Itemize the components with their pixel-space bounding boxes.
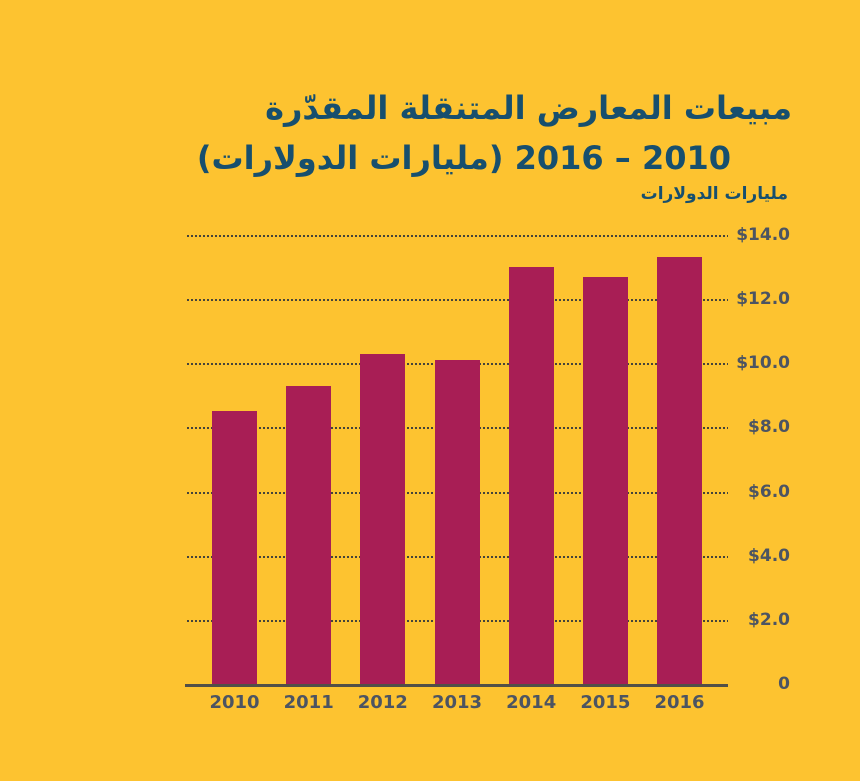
bar-2011 <box>286 385 332 684</box>
x-tick-label-2015: 2015 <box>580 692 631 713</box>
y-tick-label: $8.0 <box>748 417 790 438</box>
bar-2016 <box>657 257 702 684</box>
y-tick-label: $12.0 <box>736 289 790 310</box>
y-tick-label: $6.0 <box>748 481 790 502</box>
y-axis-title: مليارات الدولارات <box>640 184 788 204</box>
gridline-14.0 <box>187 235 728 237</box>
y-tick-label: $4.0 <box>748 545 790 566</box>
x-tick-label-2010: 2010 <box>209 692 260 713</box>
bar-2013 <box>434 360 480 684</box>
bar-2010 <box>212 411 257 684</box>
bar-2012 <box>360 353 406 684</box>
chart-title-line2: 2010 – 2016 (مليارات الدولارات) <box>196 139 731 177</box>
y-tick-label: $10.0 <box>736 353 790 374</box>
y-tick-label: $14.0 <box>736 225 790 245</box>
x-tick-label-2012: 2012 <box>357 692 408 713</box>
x-axis-line <box>185 684 728 687</box>
gridline-12.0 <box>187 299 728 302</box>
x-tick-label-2014: 2014 <box>506 692 557 713</box>
y-tick-label: $2.0 <box>748 609 790 630</box>
y-tick-label: 0 <box>778 674 790 694</box>
bar-2015 <box>582 276 628 684</box>
chart-title-line1: مبيعات المعارض المتنقلة المقدّرة <box>265 89 792 127</box>
bar-2014 <box>508 267 554 684</box>
x-tick-label-2016: 2016 <box>654 692 705 713</box>
x-tick-label-2011: 2011 <box>283 692 334 713</box>
x-tick-label-2013: 2013 <box>431 692 483 713</box>
